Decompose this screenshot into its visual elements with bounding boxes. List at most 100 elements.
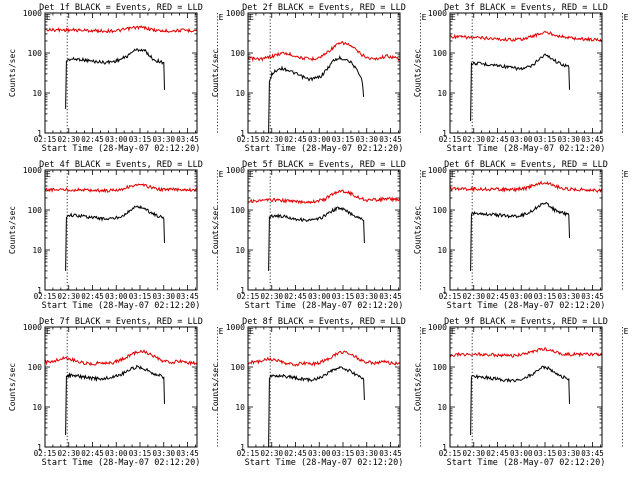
x-tick-label: 03:15 — [534, 449, 557, 458]
y-tick-label: 1 — [442, 286, 447, 295]
x-tick-label: 03:00 — [308, 449, 331, 458]
y-axis-label: Counts/sec — [211, 49, 220, 97]
y-tick-label: 1000 — [23, 166, 42, 175]
y-tick-label: 100 — [231, 49, 246, 58]
y-tick-label: 1 — [37, 129, 42, 138]
x-tick-label: 03:45 — [581, 135, 604, 144]
x-axis-label: Start Time (28-May-07 02:12:20) — [447, 458, 606, 468]
y-axis-label: Counts/sec — [413, 49, 422, 97]
y-tick-label: 100 — [433, 363, 448, 372]
x-tick-label: 02:15 — [439, 292, 462, 301]
plot-frame — [449, 12, 603, 134]
y-tick-label: 10 — [437, 246, 447, 255]
x-tick-label: 03:30 — [355, 135, 378, 144]
plot-frame — [449, 169, 603, 291]
plot-frame — [247, 12, 401, 134]
flag-marker-2: E — [422, 170, 427, 179]
x-tick-label: 02:45 — [284, 292, 307, 301]
y-axis-label: Counts/sec — [211, 206, 220, 254]
events-series-line — [268, 366, 365, 448]
flag-marker-1: E — [46, 13, 51, 22]
x-tick-label: 02:45 — [284, 135, 307, 144]
panel-title: Det 8f BLACK = Events, RED = LLD — [242, 317, 406, 327]
x-tick-label: 02:15 — [237, 135, 260, 144]
x-axis-label: Start Time (28-May-07 02:12:20) — [42, 144, 201, 154]
x-tick-label: 03:30 — [557, 135, 580, 144]
y-tick-label: 1000 — [428, 323, 447, 332]
plot-frame — [44, 12, 198, 134]
y-tick-label: 100 — [231, 363, 246, 372]
x-tick-label: 03:00 — [105, 449, 128, 458]
flag-marker-2: E — [219, 170, 224, 179]
lld-series-line — [247, 350, 401, 367]
x-tick-label: 02:15 — [439, 449, 462, 458]
y-tick-label: 1 — [442, 129, 447, 138]
y-axis-label: Counts/sec — [413, 206, 422, 254]
x-tick-label: 03:45 — [176, 449, 199, 458]
x-tick-label: 03:30 — [152, 449, 175, 458]
x-tick-label: 03:00 — [510, 292, 533, 301]
x-tick-label: 03:30 — [355, 449, 378, 458]
events-series-line — [470, 365, 570, 436]
panel-title: Det 1f BLACK = Events, RED = LLD — [39, 3, 203, 13]
events-series-line — [470, 53, 570, 122]
events-series-line — [268, 54, 365, 134]
x-tick-label: 02:30 — [57, 135, 80, 144]
x-tick-label: 02:30 — [260, 292, 283, 301]
x-tick-label: 03:15 — [332, 292, 355, 301]
x-axis-label: Start Time (28-May-07 02:12:20) — [42, 301, 201, 311]
flag-marker-2: E — [624, 327, 629, 336]
lld-series-line — [247, 40, 401, 63]
y-tick-label: 1 — [37, 286, 42, 295]
x-axis-label: Start Time (28-May-07 02:12:20) — [447, 301, 606, 311]
x-tick-label: 03:15 — [332, 449, 355, 458]
x-tick-label: 03:45 — [581, 449, 604, 458]
plot-frame — [449, 326, 603, 448]
x-tick-label: 03:15 — [129, 135, 152, 144]
flag-marker-2: E — [219, 327, 224, 336]
flag-marker-1: E — [46, 170, 51, 179]
plot-frame — [44, 326, 198, 448]
x-tick-label: 03:15 — [129, 449, 152, 458]
x-tick-label: 02:30 — [462, 292, 485, 301]
y-tick-label: 100 — [28, 206, 43, 215]
flag-marker-1: E — [249, 170, 254, 179]
y-tick-label: 1000 — [428, 9, 447, 18]
x-tick-label: 02:30 — [462, 449, 485, 458]
lld-series-line — [449, 30, 603, 43]
x-tick-label: 02:45 — [486, 135, 509, 144]
x-axis-label: Start Time (28-May-07 02:12:20) — [245, 301, 404, 311]
x-tick-label: 03:00 — [308, 135, 331, 144]
lld-series-line — [449, 180, 603, 193]
y-tick-label: 1000 — [428, 166, 447, 175]
panel-title: Det 9f BLACK = Events, RED = LLD — [444, 317, 608, 327]
x-tick-label: 02:15 — [439, 135, 462, 144]
y-axis-label: Counts/sec — [211, 363, 220, 411]
y-tick-label: 1000 — [226, 166, 245, 175]
x-tick-label: 02:30 — [260, 449, 283, 458]
events-series-line — [65, 48, 165, 109]
x-tick-label: 03:00 — [105, 292, 128, 301]
x-axis-label: Start Time (28-May-07 02:12:20) — [245, 458, 404, 468]
panel-title: Det 4f BLACK = Events, RED = LLD — [39, 160, 203, 170]
x-tick-label: 03:15 — [534, 135, 557, 144]
y-tick-label: 10 — [32, 403, 42, 412]
x-tick-label: 03:15 — [129, 292, 152, 301]
y-tick-label: 10 — [235, 246, 245, 255]
x-tick-label: 02:15 — [34, 449, 57, 458]
plot-frame — [247, 169, 401, 291]
flag-marker-2: E — [422, 327, 427, 336]
y-axis-label: Counts/sec — [8, 206, 17, 254]
x-tick-label: 03:45 — [379, 135, 402, 144]
lld-series-line — [247, 189, 401, 205]
x-tick-label: 03:30 — [152, 292, 175, 301]
y-axis-label: Counts/sec — [8, 363, 17, 411]
x-tick-label: 03:00 — [510, 135, 533, 144]
